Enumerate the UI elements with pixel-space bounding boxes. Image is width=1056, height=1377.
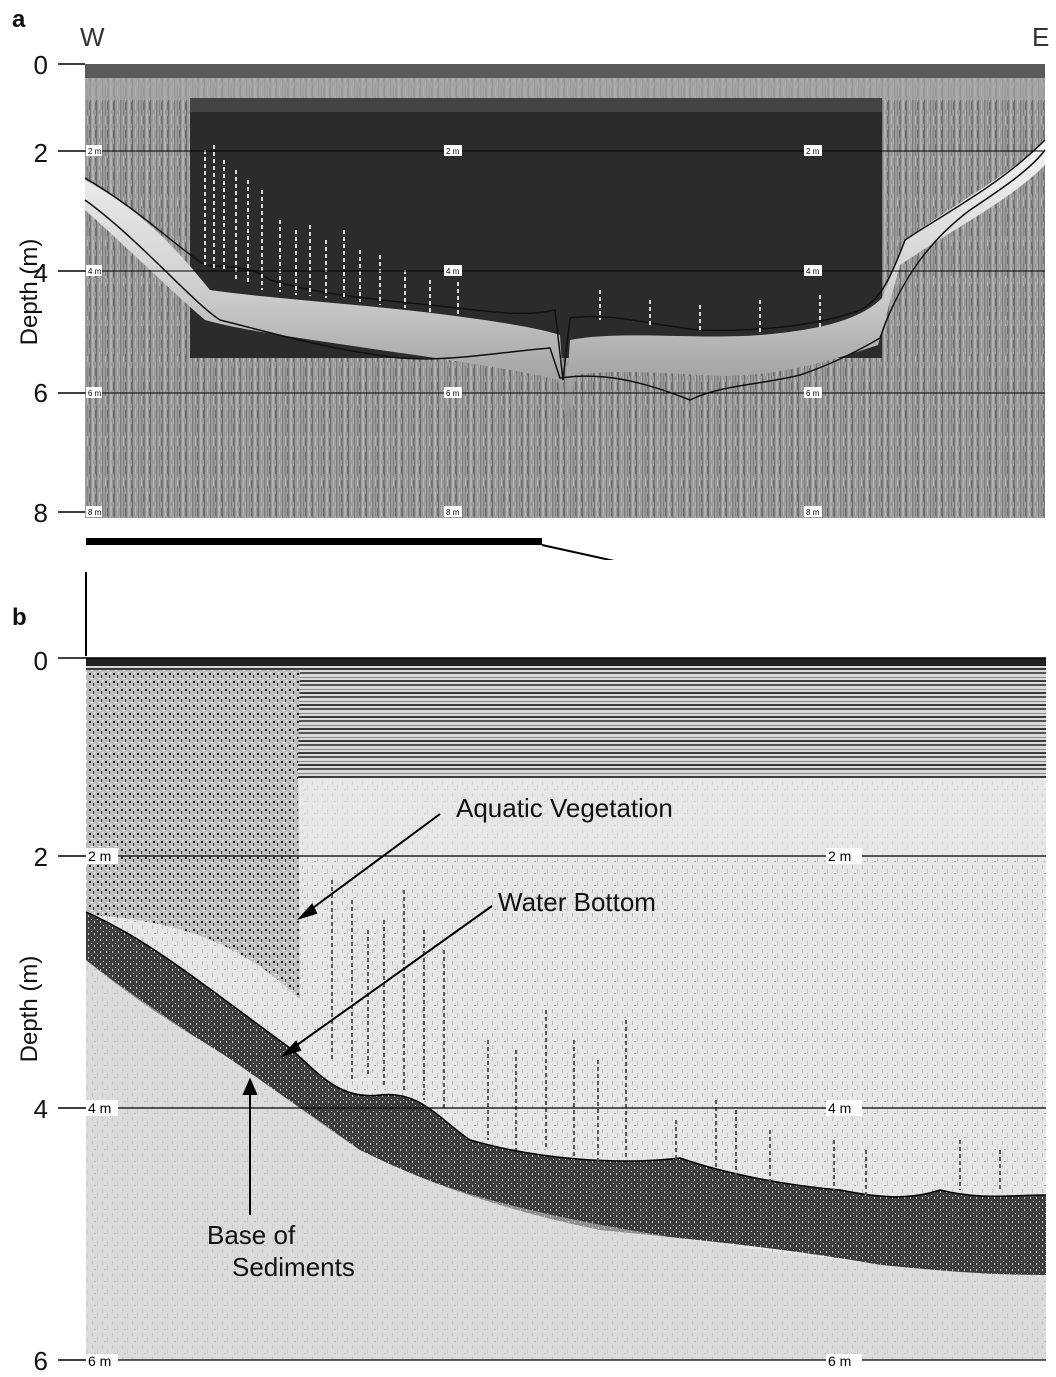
panel-b-tick-2: 2 <box>33 842 48 872</box>
west-label: W <box>80 22 105 52</box>
svg-text:6 m: 6 m <box>806 389 820 398</box>
svg-text:8 m: 8 m <box>806 508 820 517</box>
panel-a-echogram: 2 m 2 m 2 m 4 m 4 m 4 m 6 m 6 m 6 m 8 m … <box>58 63 1046 560</box>
water-bottom-arrow <box>289 905 493 1051</box>
aquatic-vegetation-label: Aquatic Vegetation <box>456 793 673 823</box>
panel-b-tick-4: 4 <box>33 1094 48 1124</box>
svg-text:4 m: 4 m <box>446 267 460 276</box>
panel-b-shallow-speckle-zone <box>86 670 300 1000</box>
svg-text:6 m: 6 m <box>446 389 460 398</box>
annotation-arrows <box>242 813 493 1215</box>
svg-text:2 m: 2 m <box>806 147 820 156</box>
panel-a-bright-bottom <box>85 140 1045 430</box>
panel-b-tick-0: 0 <box>33 646 48 676</box>
panel-b-vegetation-spikes <box>331 880 1001 1195</box>
svg-text:4 m: 4 m <box>88 267 102 276</box>
panel-a-tick-0: 0 <box>33 50 48 80</box>
panel-b-echogram: 2 m 2 m 4 m 4 m 6 m 6 m Aquatic Vegetati… <box>58 572 1047 1369</box>
zoom-connector-line <box>541 544 615 560</box>
svg-text:4 m: 4 m <box>806 267 820 276</box>
panel-a-water-bottom-line <box>84 139 1046 381</box>
svg-text:2 m: 2 m <box>828 848 851 864</box>
svg-text:6 m: 6 m <box>88 389 102 398</box>
panel-b-tick-6: 6 <box>33 1346 48 1376</box>
svg-text:6 m: 6 m <box>88 1353 111 1369</box>
svg-text:6 m: 6 m <box>828 1353 851 1369</box>
panel-b-sediment-band <box>86 912 1046 1275</box>
panel-a-vegetation-spikes <box>204 145 821 333</box>
svg-text:8 m: 8 m <box>446 508 460 517</box>
panel-a-base-of-sediments-line <box>84 149 1046 401</box>
panel-a-tick-4: 4 <box>33 258 48 288</box>
water-bottom-label: Water Bottom <box>498 887 656 917</box>
panel-b-grid-value-labels: 2 m 2 m 4 m 4 m 6 m 6 m <box>86 848 862 1369</box>
base-of-sediments-label-1: Base of <box>207 1220 296 1250</box>
svg-text:2 m: 2 m <box>88 147 102 156</box>
panel-a-tick-8: 8 <box>33 498 48 528</box>
svg-text:4 m: 4 m <box>88 1100 111 1116</box>
aquatic-vegetation-arrow <box>305 813 441 914</box>
panel-b-letter: b <box>12 604 27 631</box>
east-label: E <box>1032 22 1050 52</box>
panel-a-tick-6: 6 <box>33 378 48 408</box>
svg-text:2 m: 2 m <box>88 848 111 864</box>
panel-a-grid-value-labels: 2 m 2 m 2 m 4 m 4 m 4 m 6 m 6 m 6 m 8 m … <box>86 145 822 517</box>
panel-a-tick-2: 2 <box>33 138 48 168</box>
zoom-extent-bar <box>86 538 542 545</box>
svg-text:2 m: 2 m <box>446 147 460 156</box>
panel-a-letter: a <box>12 6 26 33</box>
svg-text:8 m: 8 m <box>88 508 102 517</box>
base-of-sediments-label-2: Sediments <box>232 1252 355 1282</box>
svg-text:4 m: 4 m <box>828 1100 851 1116</box>
